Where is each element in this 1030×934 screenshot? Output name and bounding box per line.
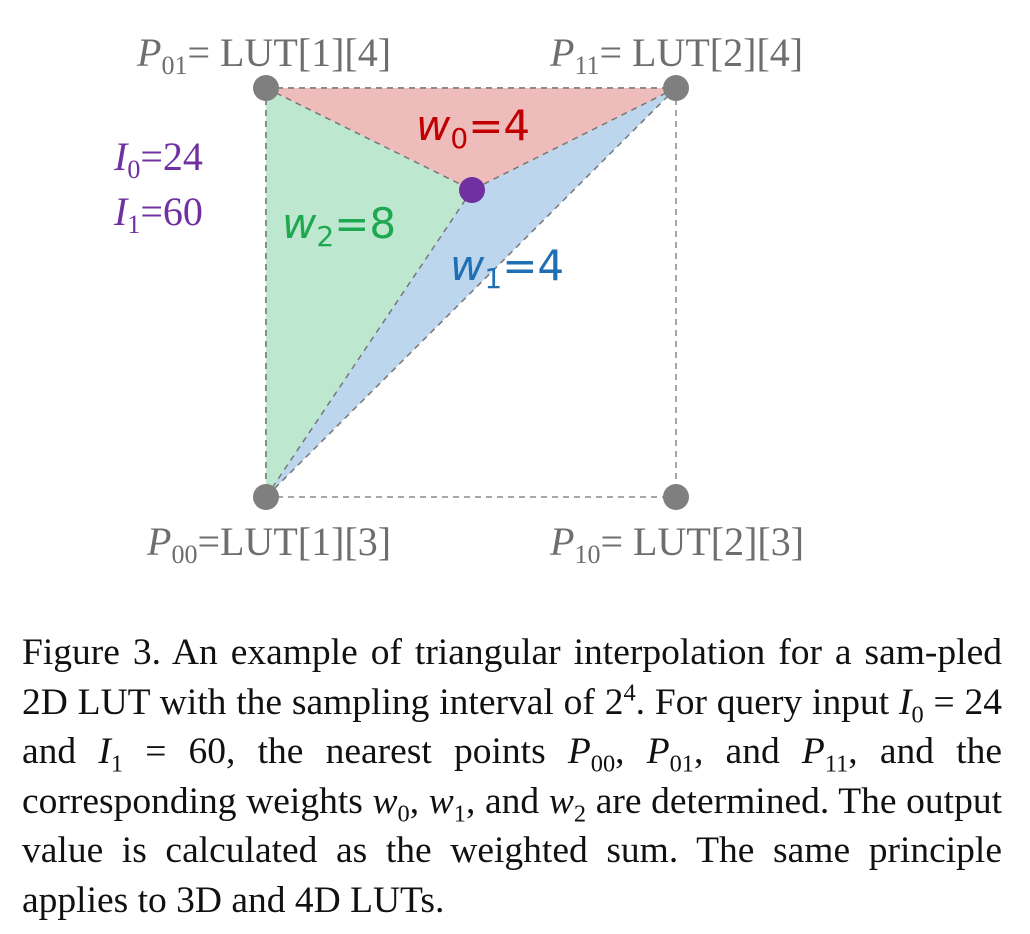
label-p00: P00=LUT[1][3] — [146, 519, 391, 569]
grid-point-p01 — [253, 75, 279, 101]
triangle-w2 — [266, 88, 472, 497]
figure-caption: Figure 3. An example of triangular inter… — [22, 632, 1003, 921]
label-p10: P10= LUT[2][3] — [549, 519, 804, 569]
label-w0: w0=4 — [416, 101, 530, 155]
caption-text-2: . For query input — [635, 681, 890, 723]
grid-point-p10 — [663, 484, 689, 510]
caption-eq-i1: = 60, the nearest points — [145, 731, 546, 772]
label-i1: I1=60 — [113, 189, 203, 239]
grid-point-p00 — [253, 484, 279, 510]
label-i0: I0=24 — [113, 134, 203, 184]
triangular-interpolation-diagram: P01= LUT[1][4] P11= LUT[2][4] P00=LUT[1]… — [113, 30, 804, 569]
caption-eq-i0: = 24 and — [22, 681, 1002, 773]
caption-text-6: are determined. The output value is calc… — [22, 780, 1003, 921]
caption-text-4: , and the corresponding weights — [22, 731, 1002, 822]
label-w1: w1=4 — [450, 241, 564, 295]
grid-point-p11 — [663, 75, 689, 101]
triangle-edge-query-p00 — [265, 189, 473, 498]
label-w2: w2=8 — [282, 199, 396, 253]
triangle-w0 — [266, 88, 676, 190]
triangle-edge-query-p11 — [471, 87, 677, 191]
caption-text-1: An example of triangular interpolation f… — [22, 632, 1002, 723]
interval-exponent: 4 — [623, 679, 636, 706]
label-p11: P11= LUT[2][4] — [549, 30, 803, 80]
triangle-edge-diagonal — [265, 87, 677, 498]
label-p01: P01= LUT[1][4] — [136, 30, 391, 80]
query-point — [459, 177, 485, 203]
figure-label: Figure 3. — [22, 632, 161, 673]
triangle-edge-query-p01 — [265, 87, 473, 191]
